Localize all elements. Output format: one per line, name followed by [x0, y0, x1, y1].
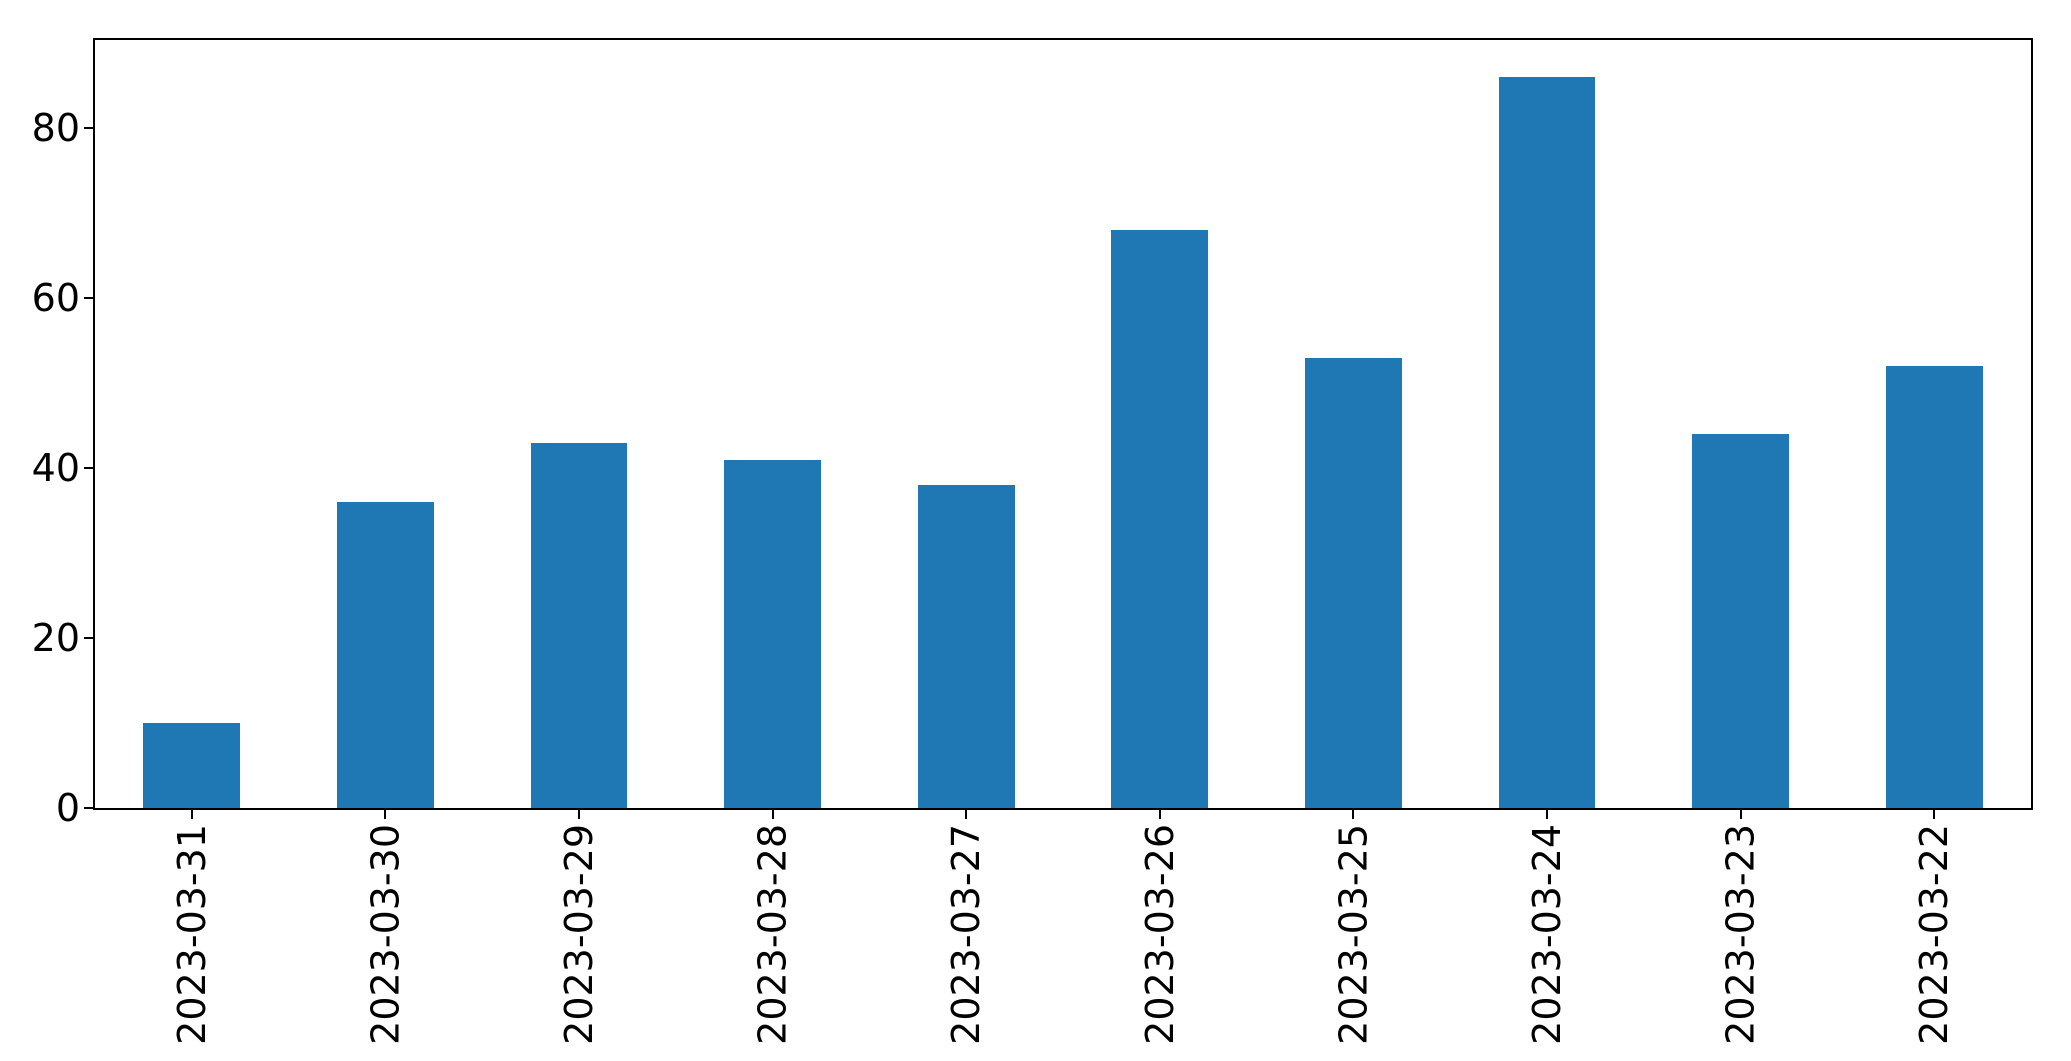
y-tick-mark — [84, 297, 93, 300]
x-tick-mark — [1933, 810, 1936, 819]
x-tick-mark — [1158, 810, 1161, 819]
y-tick-label: 20 — [31, 616, 80, 661]
bar — [917, 485, 1015, 808]
x-tick-mark — [1546, 810, 1548, 819]
bar — [1498, 77, 1596, 808]
x-tick-mark — [578, 810, 580, 819]
bar — [337, 502, 434, 808]
x-tick-label: 2023-03-26 — [1137, 824, 1182, 1045]
bar — [724, 459, 821, 808]
bar — [1885, 366, 1983, 808]
x-tick-label: 2023-03-27 — [944, 824, 989, 1045]
x-tick-mark — [190, 810, 193, 819]
x-tick-label: 2023-03-25 — [1331, 824, 1376, 1045]
y-tick-mark — [84, 467, 93, 470]
x-tick-mark — [1739, 810, 1742, 819]
x-tick-label: 2023-03-31 — [169, 824, 214, 1045]
x-tick-label: 2023-03-24 — [1525, 824, 1569, 1045]
x-tick-label: 2023-03-22 — [1912, 824, 1957, 1045]
y-tick-label: 0 — [55, 786, 80, 830]
x-tick-label: 2023-03-30 — [363, 824, 408, 1045]
y-tick-label: 40 — [31, 446, 80, 491]
x-tick-label: 2023-03-28 — [750, 824, 795, 1045]
x-tick-label: 2023-03-29 — [557, 824, 601, 1045]
bar — [143, 723, 241, 808]
plot-area — [93, 38, 2033, 810]
x-tick-mark — [771, 810, 774, 819]
x-tick-mark — [384, 810, 387, 819]
y-tick-mark — [84, 637, 93, 640]
bar — [1305, 357, 1402, 808]
x-tick-mark — [965, 810, 968, 819]
bar — [530, 442, 628, 808]
y-tick-label: 60 — [31, 276, 80, 321]
y-tick-mark — [84, 807, 93, 809]
x-tick-label: 2023-03-23 — [1718, 824, 1763, 1045]
x-tick-mark — [1352, 810, 1355, 819]
bar — [1111, 230, 1209, 808]
y-tick-label: 80 — [31, 106, 80, 151]
bar — [1692, 434, 1789, 808]
y-tick-mark — [84, 127, 93, 130]
